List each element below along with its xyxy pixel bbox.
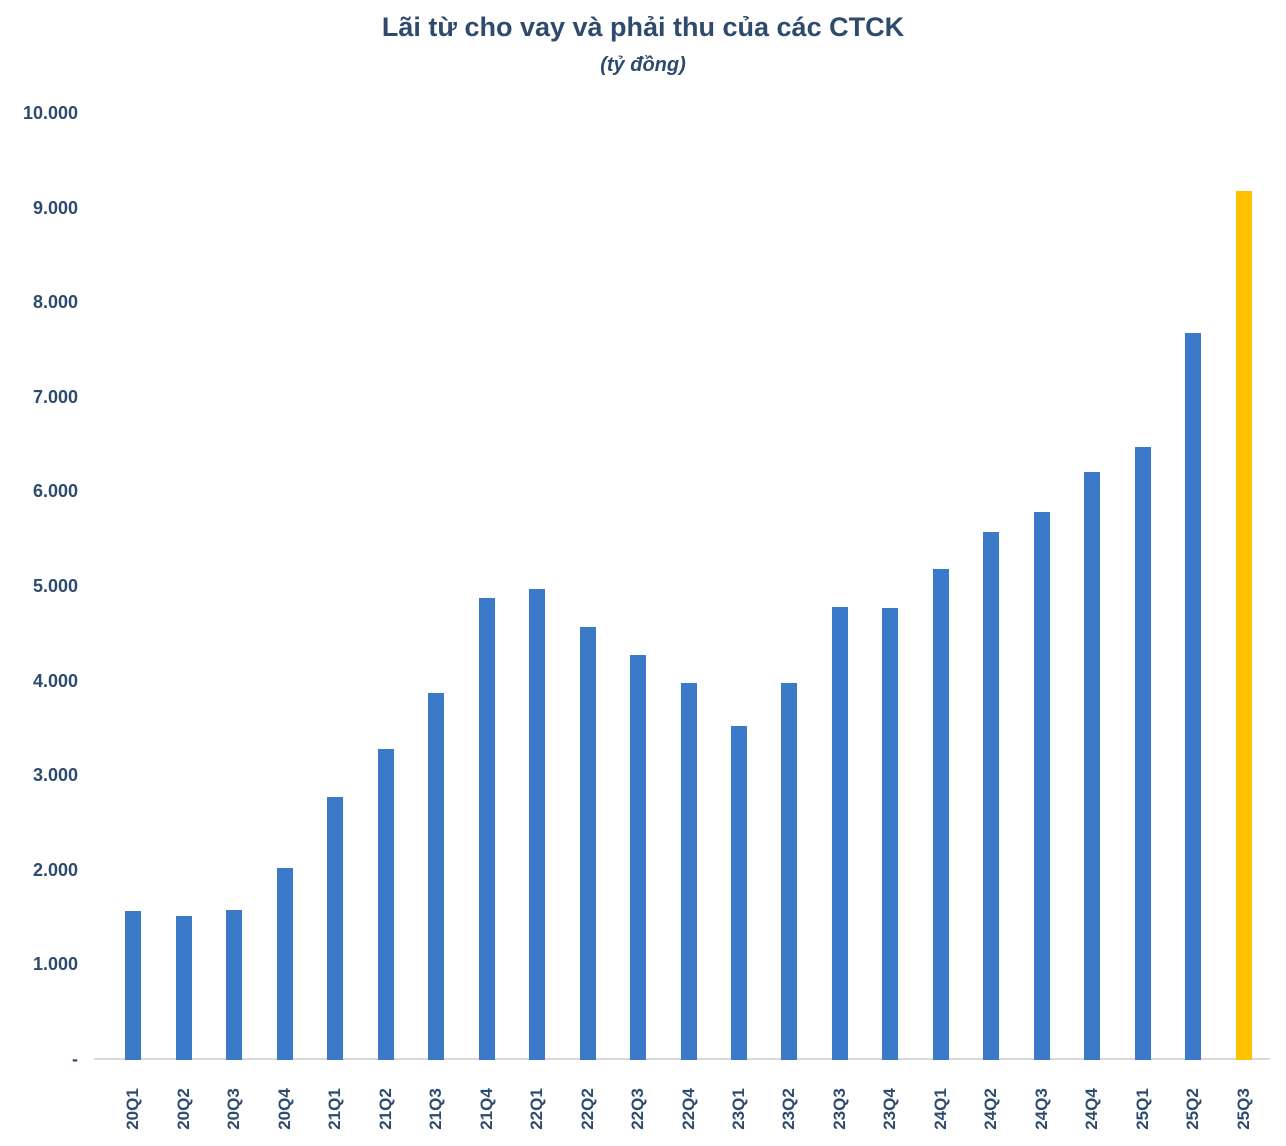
bar-25Q2 <box>1185 332 1202 1060</box>
x-axis-tick-label: 21Q1 <box>325 1088 345 1130</box>
y-axis-tick-label: 10.000 <box>22 103 78 124</box>
y-axis-tick-label: 4.000 <box>32 670 78 691</box>
bar-21Q3 <box>428 692 445 1060</box>
x-axis-tick-label: 24Q1 <box>930 1088 950 1130</box>
bar-22Q1 <box>529 588 546 1060</box>
bar-20Q1 <box>125 910 142 1060</box>
x-axis-tick-label: 21Q4 <box>476 1088 496 1130</box>
x-axis-tick-label: 22Q1 <box>527 1088 547 1130</box>
x-axis-tick-label: 25Q1 <box>1132 1088 1152 1130</box>
x-axis-tick-label: 24Q4 <box>1082 1088 1102 1130</box>
chart-subtitle: (tỷ đồng) <box>600 54 686 76</box>
y-axis-tick-label: 3.000 <box>32 765 78 786</box>
y-axis-tick-label: 1.000 <box>32 954 78 975</box>
x-axis-tick-label: 21Q2 <box>375 1088 395 1130</box>
x-axis-tick-label: 23Q2 <box>779 1088 799 1130</box>
bar-21Q2 <box>377 748 394 1060</box>
x-axis-tick-label: 25Q3 <box>1233 1088 1253 1130</box>
x-axis-tick-label: 21Q3 <box>426 1088 446 1130</box>
bar-20Q2 <box>175 916 192 1060</box>
x-axis-tick-label: 22Q4 <box>678 1088 698 1130</box>
y-axis-tick-label: 5.000 <box>32 576 78 597</box>
bar-24Q2 <box>983 532 1000 1060</box>
bar-25Q3 <box>1235 190 1252 1060</box>
x-axis-tick-label: 20Q3 <box>224 1088 244 1130</box>
bar-24Q3 <box>1033 512 1050 1060</box>
x-axis-tick-label: 24Q2 <box>981 1088 1001 1130</box>
bar-20Q3 <box>226 909 243 1060</box>
x-axis-tick-label: 25Q2 <box>1183 1088 1203 1130</box>
x-axis-tick-label: 20Q2 <box>173 1088 193 1130</box>
y-axis-tick-label: 9.000 <box>32 197 78 218</box>
bar-21Q1 <box>327 797 344 1060</box>
x-axis-tick-label: 23Q3 <box>829 1088 849 1130</box>
y-axis-tick-label: 8.000 <box>32 292 78 313</box>
bar-23Q2 <box>781 682 798 1060</box>
chart-title: Lãi từ cho vay và phải thu của các CTCK <box>381 12 905 42</box>
x-axis-tick-label: 22Q2 <box>577 1088 597 1130</box>
bar-22Q2 <box>579 626 596 1060</box>
bar-20Q4 <box>276 867 293 1060</box>
bar-24Q1 <box>932 569 949 1060</box>
x-axis-tick-label: 23Q1 <box>728 1088 748 1130</box>
bar-25Q1 <box>1134 446 1151 1060</box>
y-axis-tick-label: 6.000 <box>32 481 78 502</box>
bar-22Q4 <box>680 682 697 1060</box>
bar-22Q3 <box>630 655 647 1060</box>
bar-21Q4 <box>478 598 495 1060</box>
x-axis-tick-label: 23Q4 <box>880 1088 900 1130</box>
x-axis-tick-label: 20Q1 <box>123 1088 143 1130</box>
y-axis-tick-label: 2.000 <box>32 859 78 880</box>
bar-23Q1 <box>730 726 747 1060</box>
x-axis-tick-label: 24Q3 <box>1031 1088 1051 1130</box>
x-axis-tick-label: 20Q4 <box>274 1088 294 1130</box>
bar-24Q4 <box>1084 471 1101 1060</box>
x-axis-tick-label: 22Q3 <box>628 1088 648 1130</box>
y-axis-tick-label: 7.000 <box>32 386 78 407</box>
bar-23Q4 <box>882 607 899 1060</box>
y-axis-tick-label: - <box>72 1049 78 1070</box>
bar-23Q3 <box>831 606 848 1060</box>
